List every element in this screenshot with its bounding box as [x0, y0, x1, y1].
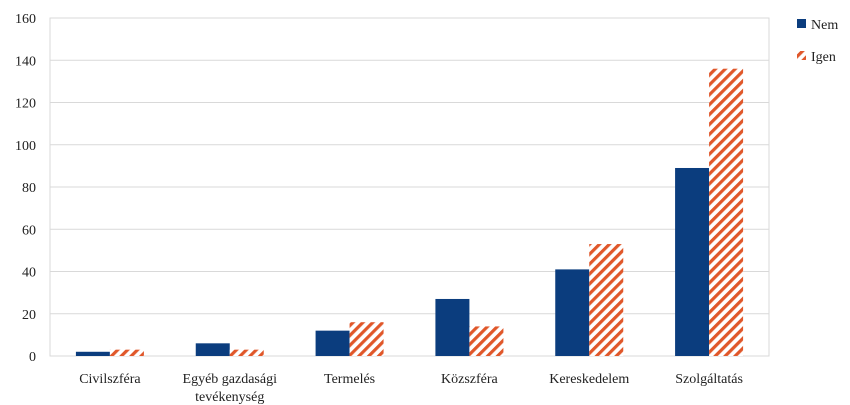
bar-nem [75, 351, 110, 356]
bar-nem [555, 269, 590, 356]
bar-igen [229, 349, 264, 356]
gridlines [49, 17, 770, 357]
y-tick-label: 140 [15, 54, 36, 69]
plot-area-border [49, 17, 770, 357]
x-tick-label: Egyéb gazdasági tevékenység [183, 372, 278, 405]
bar-nem [315, 330, 350, 356]
x-tick-label: Szolgáltatás [675, 372, 743, 387]
x-tick-label: Civilszféra [79, 372, 141, 387]
bar-igen [349, 322, 384, 356]
x-axis: Civilszféra Egyéb gazdasági tevékenység Ter… [79, 372, 743, 405]
legend: Nem Igen [797, 18, 838, 65]
y-tick-label: 40 [22, 266, 36, 281]
y-axis: 0 20 40 60 80 100 120 140 160 [15, 12, 36, 365]
bar-igen [589, 244, 624, 356]
x-tick-label: Közszféra [441, 372, 499, 387]
y-tick-label: 120 [15, 97, 36, 112]
bar-igen [109, 349, 144, 356]
y-tick-label: 0 [29, 350, 36, 365]
y-tick-label: 60 [22, 223, 36, 238]
legend-label-igen: Igen [811, 50, 836, 65]
x-tick-label: Kereskedelem [549, 372, 629, 387]
y-tick-label: 160 [15, 12, 36, 27]
legend-label-nem: Nem [811, 18, 838, 33]
legend-swatch-igen [797, 51, 806, 60]
x-tick-label: Termelés [324, 372, 375, 387]
y-tick-label: 100 [15, 139, 36, 154]
bar-igen [709, 68, 744, 356]
bar-nem [435, 298, 470, 356]
bar-nem [675, 167, 710, 356]
legend-swatch-nem [797, 19, 806, 28]
bars [75, 68, 744, 356]
y-tick-label: 80 [22, 181, 36, 196]
bar-igen [469, 326, 504, 356]
y-tick-label: 20 [22, 308, 36, 323]
bar-nem [195, 343, 230, 356]
